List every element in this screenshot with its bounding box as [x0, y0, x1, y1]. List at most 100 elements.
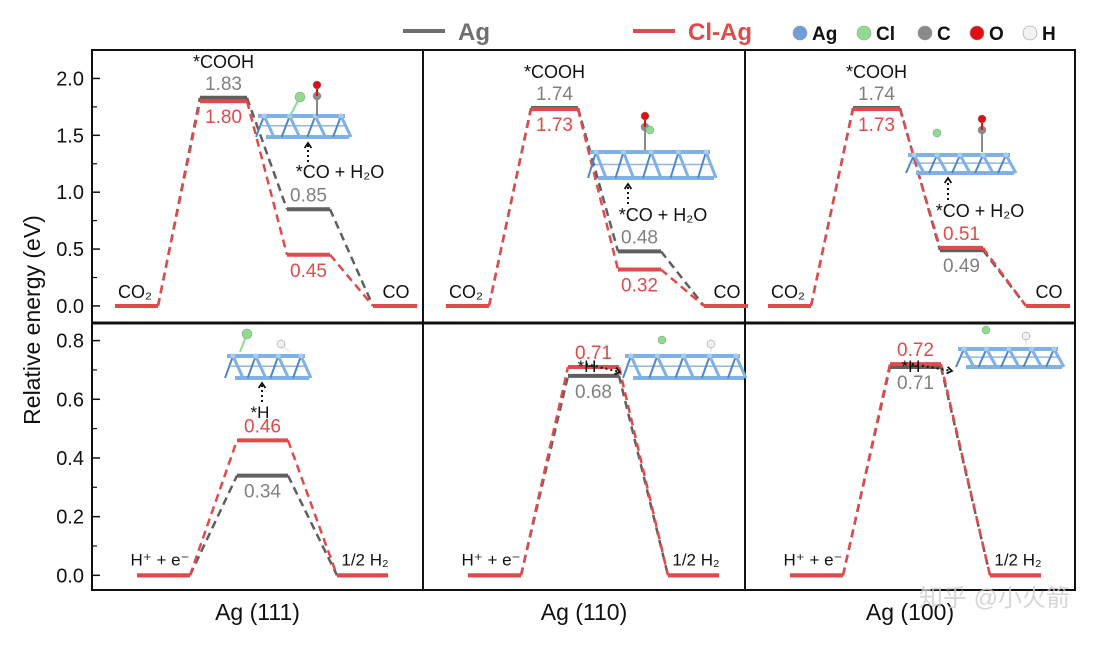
undefined-atom: [1021, 331, 1031, 341]
lattice-bond: [905, 154, 915, 174]
value-label-ag: 0.85: [290, 185, 327, 206]
legend-atom-label: C: [937, 24, 951, 45]
ag-atom: [934, 152, 940, 158]
ag-atom: [980, 152, 986, 158]
ag-atom: [230, 353, 236, 359]
dotted-arrow: [303, 141, 313, 162]
arrowhead-icon: [943, 176, 953, 184]
legend-atom-label: H: [1042, 24, 1056, 45]
state-label: *H: [578, 357, 597, 376]
arrowhead-icon: [614, 366, 622, 376]
legend-atom-ag: Ag: [792, 24, 837, 45]
connector-ag: [245, 97, 289, 210]
lattice-bond: [704, 151, 718, 179]
value-label-ag: 1.74: [858, 84, 895, 105]
lattice-bond: [700, 355, 711, 379]
value-label-ag: 0.71: [897, 373, 934, 394]
x-tick-label: Ag (111): [215, 599, 300, 625]
plot-frame: [91, 49, 1076, 591]
lattice-bond: [985, 348, 998, 368]
value-label-cl-ag: 0.45: [290, 261, 327, 282]
state-label: H⁺ + e⁻: [130, 550, 189, 569]
state-label: *H: [902, 357, 921, 376]
ag-atom: [961, 346, 967, 352]
value-label-ag: 0.34: [244, 482, 281, 503]
dotted-arrow: [943, 176, 953, 200]
legend-atom-o: O: [969, 24, 1004, 45]
connector-ag: [286, 475, 339, 576]
lattice-bond: [955, 348, 965, 368]
lattice-bond: [928, 154, 938, 174]
lattice-bond: [697, 151, 707, 179]
lattice-bond: [912, 154, 926, 174]
adsorption-structure-image: [255, 80, 353, 139]
lattice-bond: [962, 348, 976, 368]
lattice-bond: [981, 154, 995, 174]
arrowhead-icon: [946, 366, 954, 375]
connector-ag: [519, 375, 570, 576]
ag-atom: [338, 113, 344, 119]
y-tick-label: 1.0: [56, 182, 84, 204]
lattice-bond: [614, 151, 625, 179]
value-label-cl-ag: 0.71: [575, 343, 612, 364]
lattice-bond: [1052, 348, 1066, 368]
connector-cl-ag: [660, 268, 705, 307]
undefined-atom: [241, 328, 253, 340]
lattice-bond: [332, 115, 342, 138]
legend-atom-cl: Cl: [856, 24, 895, 45]
ag-atom: [654, 353, 660, 359]
value-label-cl-ag: 0.72: [897, 340, 934, 361]
value-label-ag: 0.48: [621, 227, 658, 248]
ag-atom: [275, 353, 281, 359]
lattice-bond: [935, 154, 949, 174]
lattice-bond: [1030, 348, 1043, 368]
lattice-bond: [288, 115, 302, 138]
state-label: CO₂: [449, 282, 483, 302]
value-label-cl-ag: 1.80: [205, 107, 242, 128]
value-label-cl-ag: 0.32: [621, 276, 658, 297]
ag-atom: [253, 353, 259, 359]
y-tick-label: 0.6: [56, 389, 84, 411]
y-tick-label: 1.5: [56, 125, 84, 147]
ag-atom: [984, 346, 989, 352]
arrow-shaft: [585, 363, 621, 373]
ag-atom: [703, 149, 709, 155]
adsorption-structure-image: [955, 325, 1066, 369]
adsorption-structure-image: [905, 114, 1018, 175]
ag-atom: [1029, 346, 1034, 352]
lattice-bond: [708, 355, 722, 379]
lattice-bond: [958, 154, 972, 174]
lattice-bond: [254, 355, 268, 379]
ag-atom: [733, 353, 739, 359]
dotted-arrow: [585, 363, 622, 376]
atom-ag-icon: [792, 25, 808, 41]
arrowhead-icon: [623, 182, 633, 190]
lattice-bond: [727, 355, 737, 379]
ag-atom: [593, 149, 599, 155]
ag-atom: [1006, 346, 1012, 352]
lattice-bond: [622, 355, 632, 379]
connector-cl-ag: [286, 439, 339, 576]
y-axis-label: Relative energy (eV): [19, 215, 45, 425]
lattice-bond: [246, 355, 257, 379]
lattice-bond: [622, 151, 635, 179]
dotted-arrow: [257, 381, 267, 402]
atom-h-icon: [1022, 25, 1038, 41]
lattice-bond: [255, 115, 265, 138]
lattice-bond: [649, 151, 663, 179]
atom-o-icon: [969, 25, 985, 41]
lattice-bond: [974, 154, 984, 174]
lattice-bond: [1045, 348, 1055, 368]
connector-cl-ag: [809, 108, 855, 307]
ag-atom: [957, 152, 963, 158]
undefined-atom: [294, 91, 306, 103]
connector-ag: [188, 475, 239, 576]
connector-ag: [576, 107, 620, 252]
undefined-atom: [276, 339, 286, 349]
adsorption-structure-image: [622, 335, 748, 380]
ag-atom: [298, 353, 304, 359]
ag-atom: [707, 353, 713, 359]
adsorption-structure-image: [587, 111, 718, 180]
value-label-cl-ag: 1.73: [536, 115, 573, 136]
